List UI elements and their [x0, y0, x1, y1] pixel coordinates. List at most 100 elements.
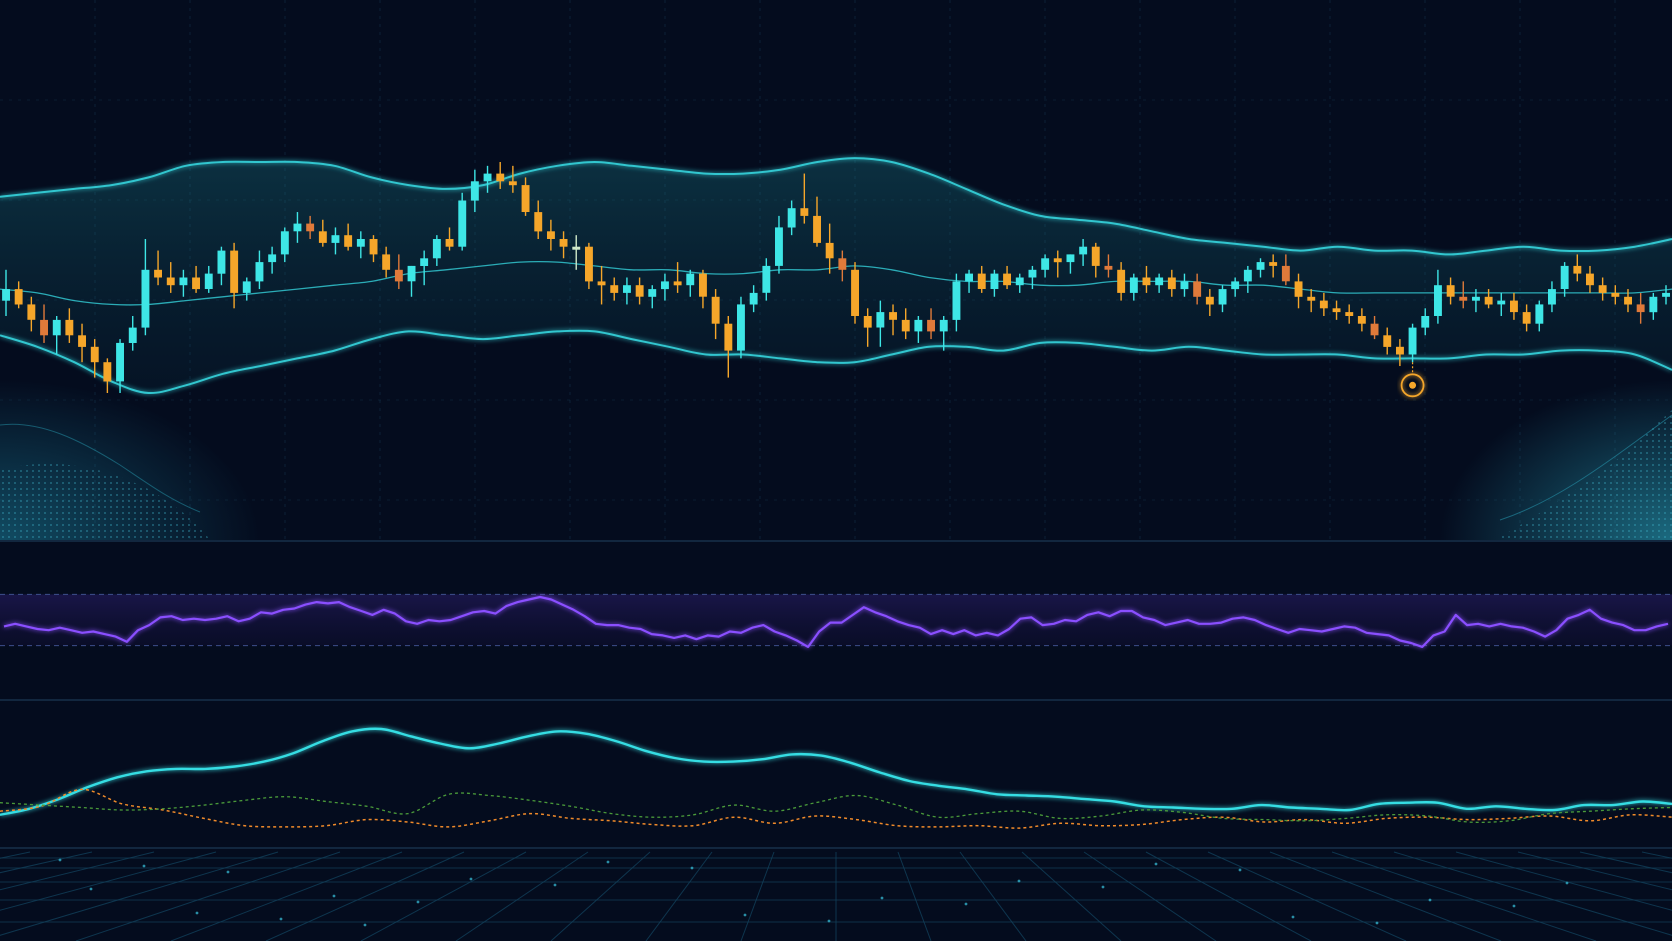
candle-body: [851, 269, 859, 316]
floor-grid-line: [1083, 851, 1217, 941]
candle: [762, 258, 771, 301]
floor-light-dot: [1428, 898, 1432, 902]
candle-body: [661, 281, 669, 290]
candle: [78, 323, 86, 363]
candle: [1332, 300, 1341, 320]
candle: [1586, 265, 1594, 293]
candle-body: [1231, 281, 1240, 290]
candle: [1079, 239, 1088, 266]
candle-body: [1408, 327, 1417, 355]
candle-body: [1015, 277, 1024, 286]
candle-body: [78, 335, 86, 347]
candle: [1307, 289, 1316, 313]
candle-body: [1522, 312, 1531, 324]
candle: [14, 281, 23, 309]
candle: [927, 308, 935, 340]
candle: [838, 250, 847, 282]
candle-body: [876, 312, 885, 328]
floor-light-dot: [58, 858, 62, 862]
candle-body: [1662, 292, 1670, 297]
candle: [166, 262, 175, 293]
floor-grid-line: [897, 851, 932, 941]
candle: [116, 339, 124, 393]
candle: [1015, 273, 1024, 293]
candle: [1256, 258, 1265, 278]
candle-body: [1142, 277, 1151, 286]
candle-body: [597, 281, 606, 286]
candle: [1294, 273, 1303, 309]
candle: [369, 235, 378, 263]
candle-body: [1218, 289, 1227, 305]
floor-light-dot: [1565, 881, 1569, 885]
floor-light-dot: [332, 894, 336, 898]
candle: [1598, 277, 1607, 301]
candle-body: [1281, 265, 1290, 282]
candle: [306, 215, 315, 239]
candle: [1243, 265, 1252, 293]
candle: [901, 308, 910, 340]
candle: [179, 269, 188, 297]
floor-light-dot: [1154, 862, 1158, 866]
candle-body: [1497, 300, 1506, 305]
candle: [775, 215, 783, 274]
candle: [1357, 308, 1366, 332]
candle-body: [990, 273, 999, 289]
candle: [318, 219, 327, 247]
candle-body: [1573, 265, 1582, 274]
candle: [851, 262, 859, 324]
candle-body: [825, 242, 834, 259]
candle: [547, 219, 555, 251]
candle: [1446, 277, 1455, 305]
floor-light-dot: [363, 923, 367, 927]
candle-body: [27, 304, 36, 320]
candle: [1522, 304, 1531, 332]
candle: [382, 246, 391, 278]
candle: [1003, 265, 1011, 290]
candle: [572, 235, 581, 270]
candle: [939, 316, 948, 351]
candle: [1345, 304, 1354, 324]
candle-body: [483, 173, 492, 182]
candle-body: [1434, 285, 1442, 316]
candle-body: [369, 239, 378, 255]
candle: [610, 277, 619, 301]
candle: [103, 358, 112, 393]
floor-grid-line: [265, 851, 465, 941]
perspective-floor: [0, 851, 1672, 941]
candle: [1573, 254, 1582, 282]
bollinger-upper-band: [0, 157, 1672, 256]
candle: [990, 269, 999, 297]
candle-body: [318, 231, 327, 243]
macd-panel: [0, 727, 1672, 849]
floor-grid-line: [455, 851, 589, 941]
candle: [407, 265, 416, 297]
candle: [280, 227, 289, 263]
candle: [1193, 273, 1202, 305]
candle-body: [547, 231, 555, 239]
candle-body: [939, 319, 948, 332]
floor-light-dot: [1291, 915, 1295, 919]
floor-grid-line: [645, 851, 713, 941]
candle-body: [1560, 265, 1569, 289]
oscillator-zone: [0, 594, 1672, 646]
macd-signal-line-orange: [0, 788, 1672, 829]
candle-body: [1421, 316, 1430, 328]
candle-body: [382, 254, 391, 270]
candle: [559, 231, 568, 259]
candle: [27, 296, 36, 332]
candle: [255, 250, 264, 290]
candle-body: [1117, 269, 1126, 293]
candle-body: [1167, 277, 1176, 290]
candle: [1484, 289, 1493, 309]
candle-body: [1243, 269, 1252, 282]
candle: [141, 239, 150, 336]
candle: [635, 277, 644, 305]
candle-body: [166, 277, 175, 286]
candle-body: [711, 296, 720, 324]
candle: [483, 165, 492, 193]
candle-body: [470, 181, 479, 201]
candle-body: [306, 223, 315, 232]
candle: [1497, 292, 1506, 316]
candle-body: [534, 212, 543, 232]
floor-light-dot: [89, 887, 93, 891]
